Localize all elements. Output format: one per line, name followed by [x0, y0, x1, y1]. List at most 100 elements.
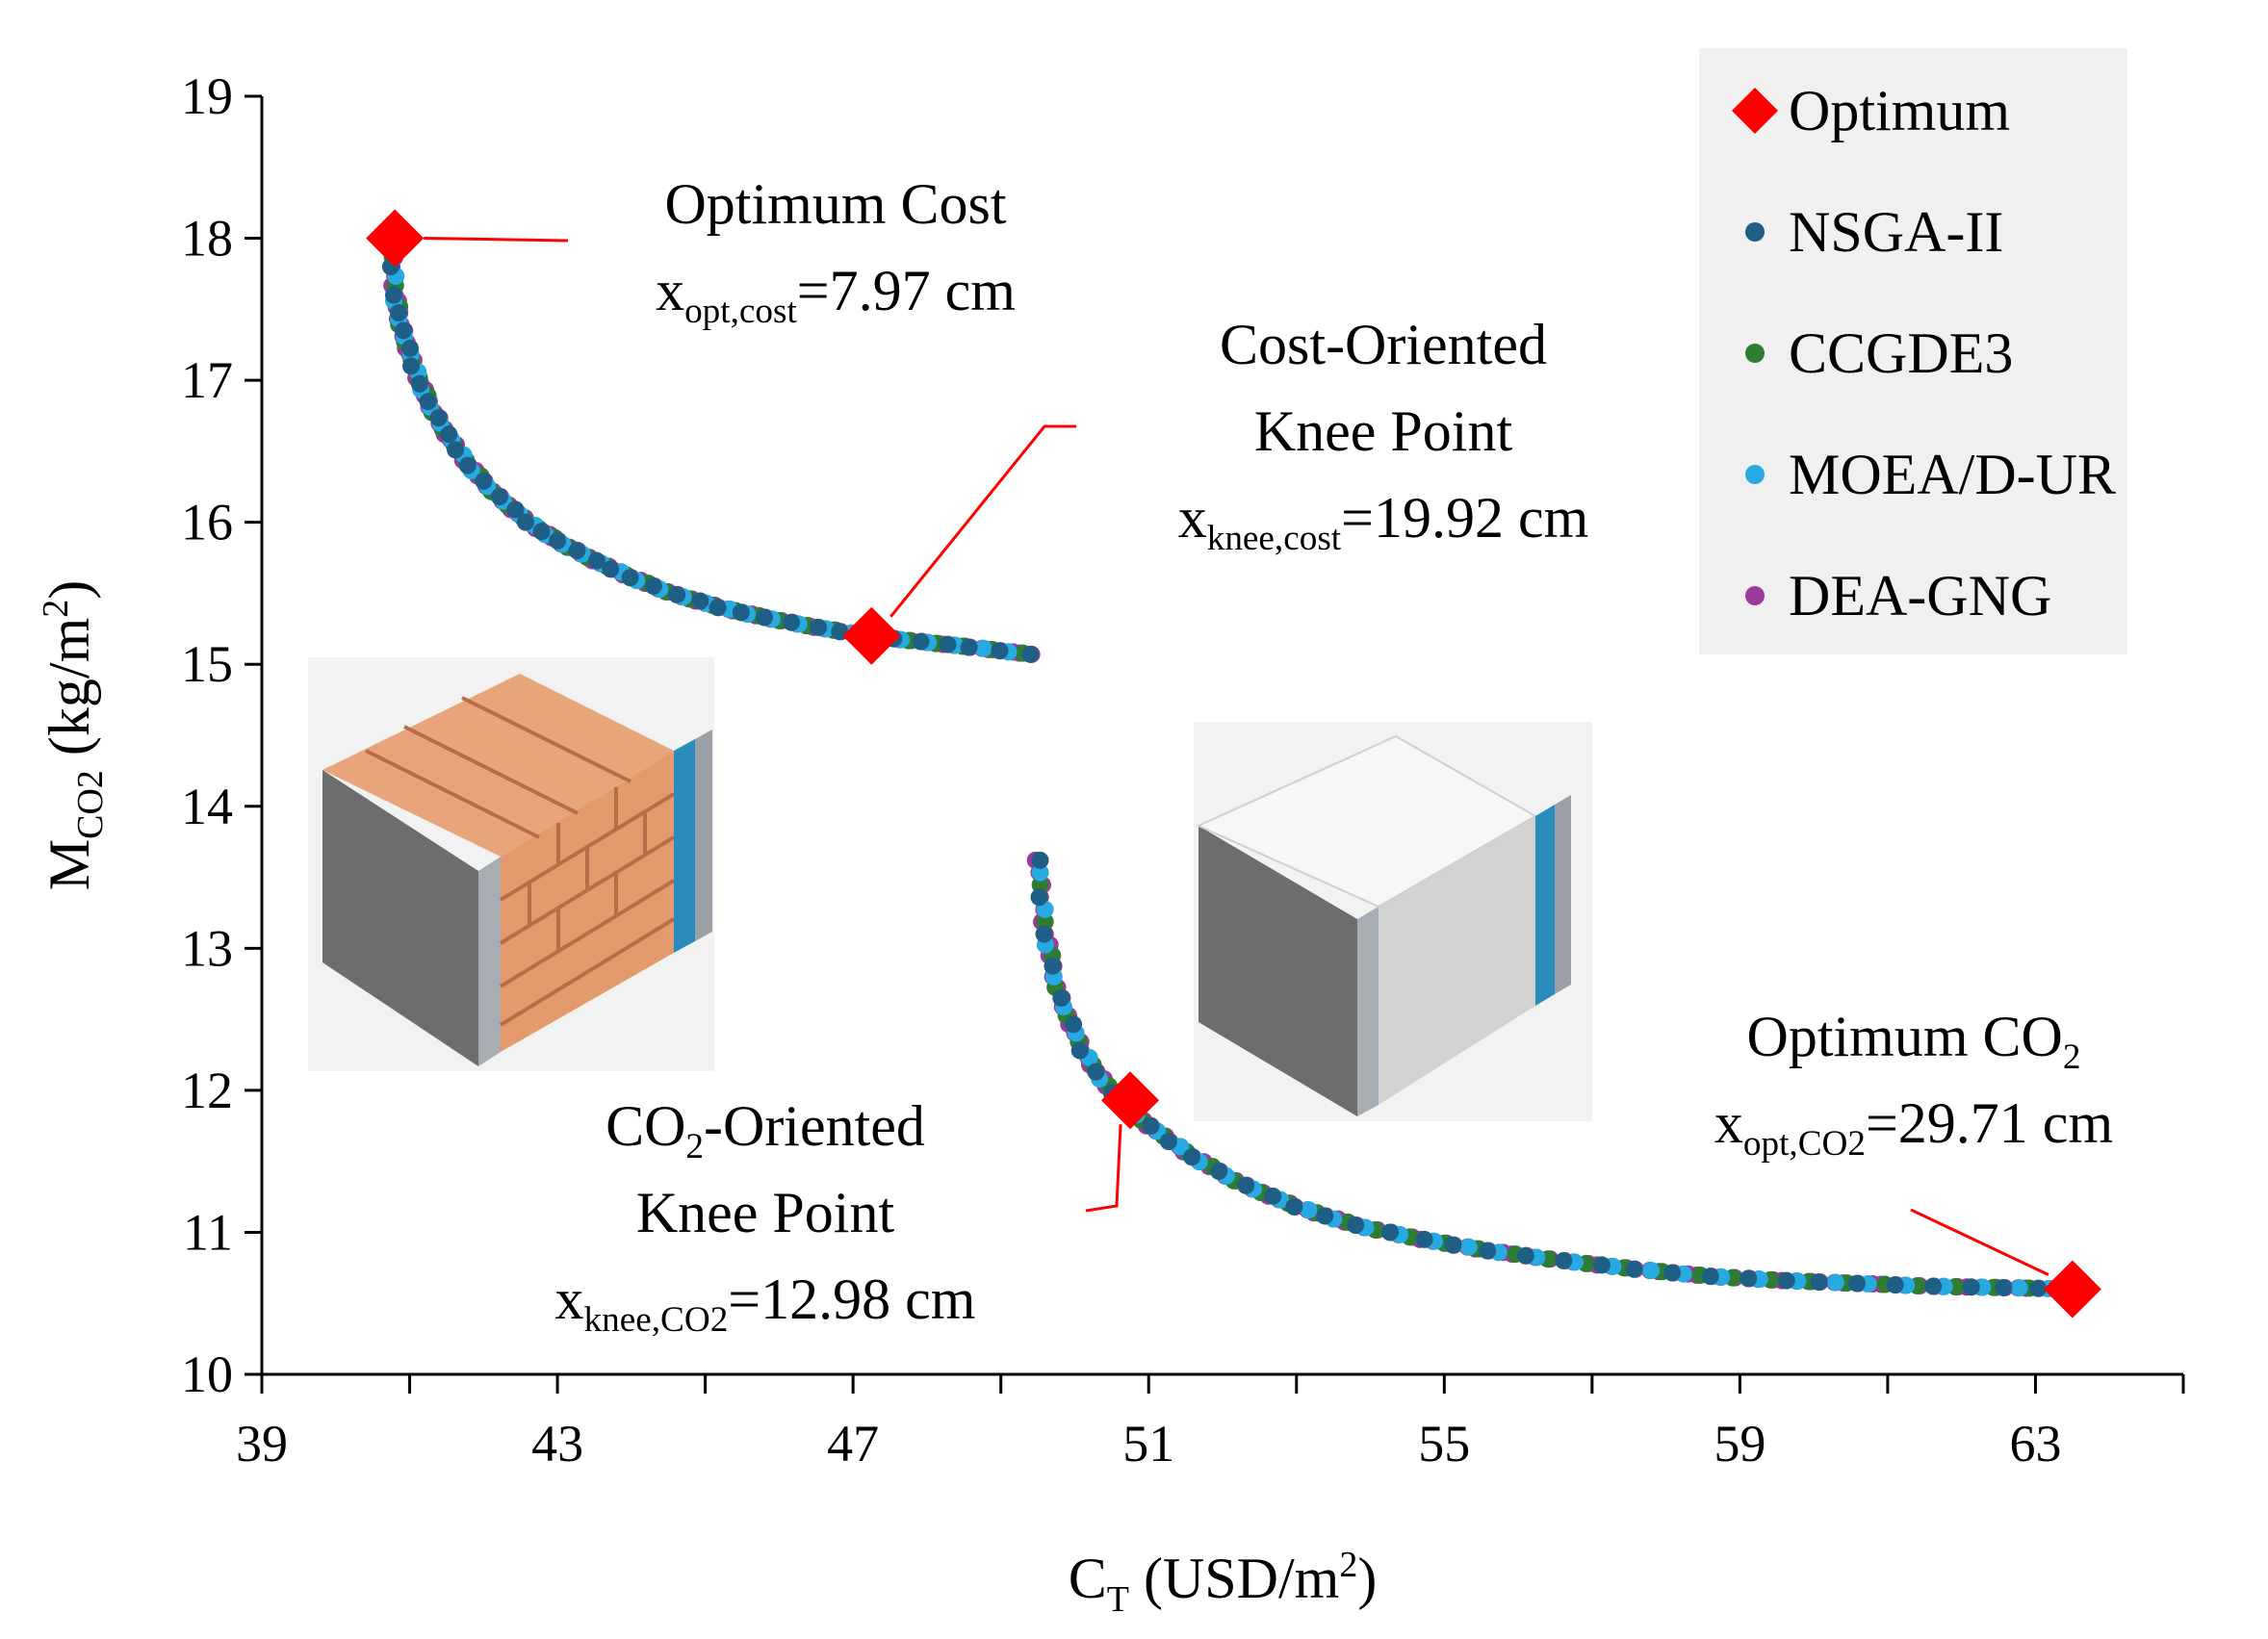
data-point [1415, 1230, 1433, 1248]
legend-marker-dea-gng [1745, 586, 1765, 605]
y-tick-label: 17 [181, 351, 233, 409]
legend-marker-moea-d-ur [1745, 465, 1765, 484]
data-point [1886, 1276, 1904, 1294]
data-point [1035, 925, 1053, 943]
data-point [1642, 1262, 1661, 1280]
data-point [1264, 1187, 1282, 1205]
cost-knee-label-main: Knee Point [1254, 399, 1513, 463]
co2-knee-label-subscript: knee,CO2 [584, 1300, 729, 1340]
data-point [668, 585, 686, 603]
optimum-co2-label-rest: =29.71 cm [1866, 1091, 2113, 1155]
legend-box [1699, 48, 2127, 654]
x-tick-label: 59 [1714, 1415, 1765, 1473]
cost-knee-label-rest: =19.92 cm [1341, 486, 1588, 550]
data-point [1459, 1238, 1478, 1256]
data-point [1848, 1274, 1867, 1293]
panel-front-face [1379, 816, 1535, 1105]
co2-knee-label-main: CO [606, 1094, 685, 1158]
cost-knee-label-subscript: knee,cost [1207, 519, 1342, 558]
co2-knee-label-line: CO2-Oriented [606, 1094, 925, 1166]
x-axis-title-superscript: 2 [1339, 1545, 1357, 1585]
data-point [1044, 957, 1062, 975]
x-tick-label: 55 [1418, 1415, 1470, 1473]
data-point [939, 635, 957, 653]
brick-plaster-layer [695, 730, 712, 941]
data-point [1380, 1223, 1399, 1242]
y-axis-title: MCO2 (kg/m2) [36, 580, 111, 890]
data-point [506, 500, 525, 519]
panel-wall-illustration [1194, 722, 1592, 1121]
brick-front-face [501, 751, 674, 1052]
data-point [1592, 1256, 1611, 1274]
y-axis-title-main: M [38, 839, 101, 890]
optimum-cost-label-main: x [656, 259, 684, 322]
y-tick-label: 13 [181, 919, 233, 977]
data-point [475, 472, 493, 490]
data-point [587, 551, 606, 570]
data-point [732, 603, 750, 622]
y-axis-title-unit: (kg/m [38, 618, 101, 770]
data-point [1021, 645, 1040, 663]
data-point [447, 441, 465, 459]
data-point [1030, 888, 1048, 907]
optimum-cost-leader-line [424, 237, 569, 243]
data-point [440, 425, 458, 444]
legend-label: Optimum [1789, 79, 2010, 142]
co2-knee-label-line: xknee,CO2=12.98 cm [555, 1268, 976, 1340]
data-point [401, 357, 420, 375]
data-point [1237, 1176, 1255, 1194]
panel-side-face [1198, 826, 1357, 1116]
data-point [429, 409, 448, 427]
cost-knee-marker [842, 606, 901, 665]
data-point [2029, 1279, 2048, 1297]
y-tick-label: 11 [183, 1203, 233, 1261]
data-point [974, 639, 992, 657]
co2-knee-label-main: Knee Point [636, 1181, 895, 1244]
optimum-cost-marker [366, 209, 425, 268]
optimum-co2-leader-line [1910, 1208, 2049, 1276]
co2-knee-label-subscript: 2 [685, 1127, 704, 1166]
legend-marker-ccgde3 [1745, 344, 1765, 363]
data-point [691, 592, 709, 610]
data-point [490, 488, 508, 506]
co2-knee-label-rest: =12.98 cm [728, 1268, 975, 1331]
data-point [390, 304, 408, 322]
brick-wall-illustration [308, 657, 714, 1071]
cost-knee-label-line: xknee,cost=19.92 cm [1178, 486, 1589, 558]
optimum-co2-marker [2043, 1260, 2101, 1319]
panel-plaster-layer [1555, 795, 1571, 994]
data-point [1827, 1273, 1845, 1292]
cost-knee-label-line: Cost-Oriented [1220, 313, 1547, 376]
x-axis-title-subscript: T [1107, 1579, 1129, 1620]
x-tick-label: 43 [531, 1415, 583, 1473]
data-point [1810, 1273, 1828, 1292]
data-point [1159, 1133, 1177, 1151]
co2-knee-label-main: x [555, 1268, 584, 1331]
data-point [1316, 1207, 1334, 1225]
data-point [1183, 1148, 1201, 1166]
data-point [1444, 1236, 1462, 1254]
legend-label: MOEA/D-UR [1789, 443, 2116, 506]
data-point [1052, 988, 1070, 1007]
data-point [568, 542, 586, 560]
legend-label: NSGA-II [1789, 200, 2003, 264]
data-point [1031, 863, 1049, 882]
y-tick-label: 19 [181, 67, 233, 125]
cost-knee-leader-line [889, 424, 1076, 618]
data-point [1031, 851, 1049, 869]
x-axis-title-main: C [1069, 1547, 1107, 1610]
data-point [419, 393, 437, 411]
legend-marker-nsga-ii [1745, 222, 1765, 242]
cost-knee-label-line: Knee Point [1254, 399, 1513, 463]
data-point [384, 286, 402, 304]
data-point [621, 569, 639, 587]
data-point [1555, 1251, 1573, 1269]
panel-side-edge [1357, 907, 1379, 1116]
data-point [644, 577, 662, 596]
data-point [395, 321, 413, 340]
optimum-co2-label-line: xopt,CO2=29.71 cm [1714, 1091, 2113, 1164]
data-point [1142, 1116, 1160, 1135]
data-point [1065, 1015, 1083, 1034]
y-axis-title-superscript: 2 [36, 600, 76, 618]
